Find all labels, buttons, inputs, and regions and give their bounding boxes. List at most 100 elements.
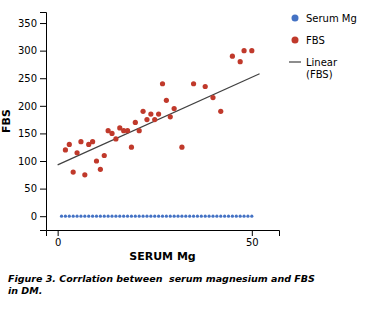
tick-mark (252, 230, 253, 236)
point (210, 95, 215, 100)
point (238, 59, 243, 64)
point (215, 215, 218, 218)
legend-swatch (292, 37, 299, 44)
point (140, 109, 145, 114)
chart: 050050100150200250300350SERUM MgFBSSerum… (0, 0, 371, 318)
point (156, 112, 161, 117)
tick-label: 100 (18, 156, 37, 167)
tick-label: 50 (246, 237, 259, 248)
point (79, 215, 82, 218)
tick-label: 0 (31, 211, 37, 222)
point (184, 215, 187, 218)
point (235, 215, 238, 218)
point (168, 114, 173, 119)
point (242, 215, 245, 218)
plot-area: 050050100150200250300350SERUM MgFBS (0, 13, 280, 264)
tick: 0 (55, 230, 61, 248)
point (91, 215, 94, 218)
x-axis-title: SERUM Mg (129, 250, 195, 263)
legend-label: FBS (306, 35, 325, 46)
point (122, 215, 125, 218)
point (204, 215, 207, 218)
legend-swatch (292, 15, 299, 22)
point (165, 215, 168, 218)
point (164, 98, 169, 103)
legend: Serum Mg FBS Linear(FBS) (289, 13, 357, 80)
point (191, 81, 196, 86)
point (114, 215, 117, 218)
tick-mark (40, 161, 46, 162)
tick-mark (40, 78, 46, 79)
point (250, 215, 253, 218)
point (126, 215, 129, 218)
legend-label: Serum Mg (306, 13, 357, 24)
legend-item: Serum Mg (292, 13, 357, 24)
series (60, 215, 253, 218)
point (74, 150, 79, 155)
point (90, 139, 95, 144)
point (130, 215, 133, 218)
point (113, 136, 118, 141)
point (173, 215, 176, 218)
series (63, 48, 255, 177)
point (102, 153, 107, 158)
legend-swatch (289, 61, 301, 62)
point (87, 215, 90, 218)
axis-line (40, 13, 47, 231)
axis-line (47, 231, 280, 237)
tick: 200 (18, 101, 46, 112)
tick: 50 (246, 230, 259, 248)
point (67, 142, 72, 147)
point (134, 215, 137, 218)
tick: 50 (24, 183, 46, 194)
point (188, 215, 191, 218)
tick-mark (40, 189, 46, 190)
point (133, 120, 138, 125)
tick: 0 (31, 211, 46, 222)
point (99, 215, 102, 218)
point (196, 215, 199, 218)
point (125, 128, 130, 133)
legend-item: Linear(FBS) (289, 57, 338, 80)
legend-label: Linear(FBS) (306, 57, 338, 80)
point (103, 215, 106, 218)
caption: Figure 3. Corrlation between serum magne… (8, 273, 315, 296)
point (72, 215, 75, 218)
point (141, 215, 144, 218)
tick: 300 (18, 45, 46, 56)
point (219, 215, 222, 218)
tick-label: 0 (55, 237, 61, 248)
point (246, 215, 249, 218)
point (230, 54, 235, 59)
tick: 250 (18, 73, 46, 84)
point (83, 215, 86, 218)
y-axis: 050100150200250300350 (18, 13, 47, 231)
point (107, 215, 110, 218)
y-axis-title: FBS (0, 109, 13, 133)
point (68, 215, 71, 218)
point (153, 215, 156, 218)
point (64, 215, 67, 218)
tick-mark (40, 23, 46, 24)
point (241, 48, 246, 53)
point (172, 106, 177, 111)
point (63, 147, 68, 152)
x-axis: 0 50 (47, 230, 280, 248)
point (160, 81, 165, 86)
point (218, 109, 223, 114)
point (144, 117, 149, 122)
tick-mark (40, 51, 46, 52)
point (75, 215, 78, 218)
point (110, 215, 113, 218)
tick-mark (58, 230, 59, 236)
tick: 350 (18, 18, 46, 29)
trend-line (58, 74, 260, 165)
point (200, 215, 203, 218)
point (223, 215, 226, 218)
point (239, 215, 242, 218)
tick-label: 50 (24, 183, 37, 194)
point (98, 167, 103, 172)
tick-label: 200 (18, 101, 37, 112)
point (249, 48, 254, 53)
point (129, 145, 134, 150)
